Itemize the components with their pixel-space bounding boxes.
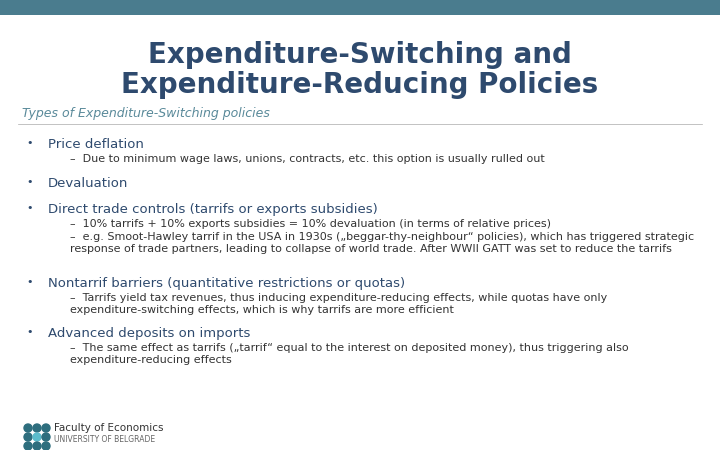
- Circle shape: [42, 442, 50, 450]
- Circle shape: [24, 424, 32, 432]
- Text: Types of Expenditure-Switching policies: Types of Expenditure-Switching policies: [22, 107, 270, 120]
- Text: Expenditure-Switching and: Expenditure-Switching and: [148, 41, 572, 69]
- Text: •: •: [27, 138, 33, 148]
- Circle shape: [42, 433, 50, 441]
- Text: –  Due to minimum wage laws, unions, contracts, etc. this option is usually rull: – Due to minimum wage laws, unions, cont…: [70, 154, 545, 164]
- Text: •: •: [27, 177, 33, 187]
- Circle shape: [33, 433, 41, 441]
- Text: Price deflation: Price deflation: [48, 138, 144, 151]
- Text: Direct trade controls (tarrifs or exports subsidies): Direct trade controls (tarrifs or export…: [48, 203, 378, 216]
- Circle shape: [33, 424, 41, 432]
- Text: –  Tarrifs yield tax revenues, thus inducing expenditure-reducing effects, while: – Tarrifs yield tax revenues, thus induc…: [70, 293, 607, 315]
- Text: –  10% tarrifs + 10% exports subsidies = 10% devaluation (in terms of relative p: – 10% tarrifs + 10% exports subsidies = …: [70, 219, 551, 229]
- Circle shape: [24, 433, 32, 441]
- Text: Devaluation: Devaluation: [48, 177, 128, 190]
- Circle shape: [42, 424, 50, 432]
- Text: UNIVERSITY OF BELGRADE: UNIVERSITY OF BELGRADE: [54, 435, 155, 444]
- Circle shape: [33, 442, 41, 450]
- Text: –  e.g. Smoot-Hawley tarrif in the USA in 1930s („beggar-thy-neighbour“ policies: – e.g. Smoot-Hawley tarrif in the USA in…: [70, 232, 694, 254]
- Text: –  The same effect as tarrifs („tarrif“ equal to the interest on deposited money: – The same effect as tarrifs („tarrif“ e…: [70, 343, 629, 364]
- Text: Faculty of Economics: Faculty of Economics: [54, 423, 163, 433]
- FancyBboxPatch shape: [0, 0, 720, 15]
- Text: •: •: [27, 277, 33, 287]
- Text: Advanced deposits on imports: Advanced deposits on imports: [48, 327, 251, 340]
- Text: Expenditure-Reducing Policies: Expenditure-Reducing Policies: [122, 71, 598, 99]
- Text: •: •: [27, 327, 33, 337]
- Circle shape: [24, 442, 32, 450]
- Text: •: •: [27, 203, 33, 213]
- Text: Nontarrif barriers (quantitative restrictions or quotas): Nontarrif barriers (quantitative restric…: [48, 277, 405, 290]
